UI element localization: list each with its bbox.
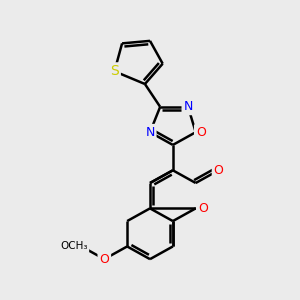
Text: S: S <box>110 64 119 78</box>
Text: OCH₃: OCH₃ <box>60 242 88 251</box>
Text: O: O <box>198 202 208 215</box>
Text: O: O <box>196 126 206 139</box>
Text: N: N <box>145 126 155 139</box>
Text: O: O <box>214 164 224 177</box>
Text: N: N <box>183 100 193 113</box>
Text: O: O <box>99 253 109 266</box>
